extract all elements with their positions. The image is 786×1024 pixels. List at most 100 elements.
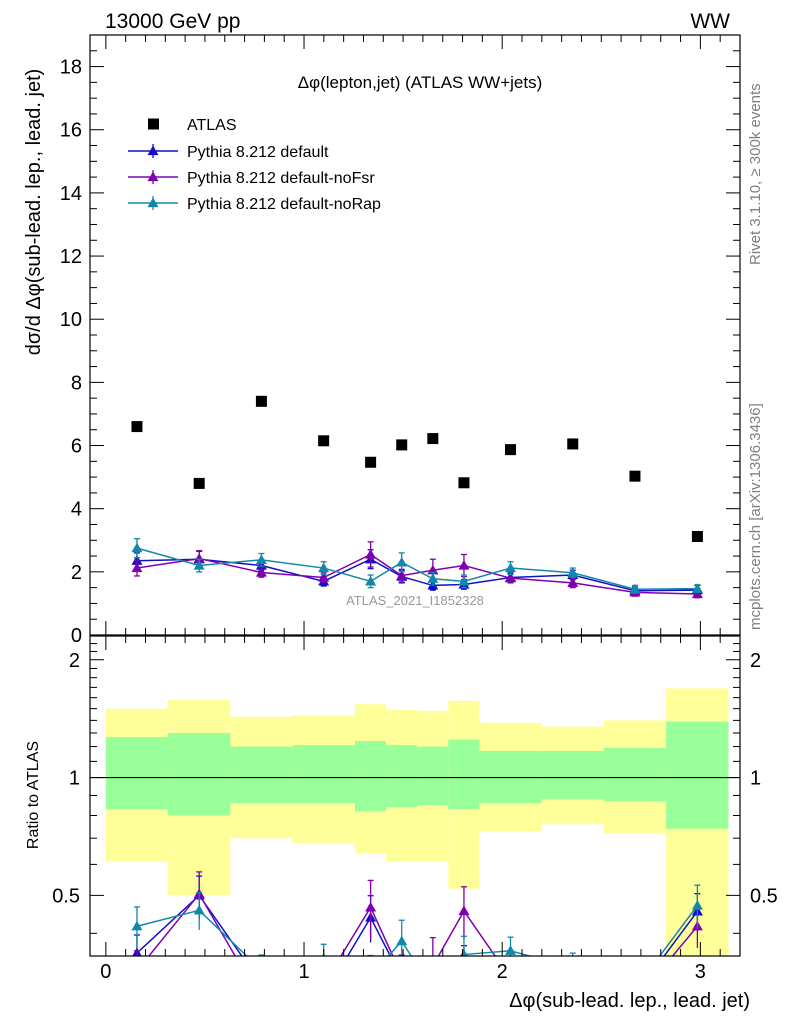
uncertainty-band-inner bbox=[168, 732, 231, 816]
uncertainty-band-inner bbox=[541, 750, 604, 800]
y-tick-label: 10 bbox=[60, 309, 82, 331]
series-marker bbox=[396, 570, 408, 580]
main-y-axis-label: dσ/d Δφ(sub-lead. lep., lead. jet) bbox=[23, 69, 45, 356]
y-tick-label: 0 bbox=[71, 625, 82, 647]
uncertainty-band-inner bbox=[448, 739, 480, 810]
uncertainty-band-inner bbox=[354, 741, 387, 812]
ratio-marker bbox=[318, 991, 329, 1001]
atlas-data-point bbox=[193, 477, 205, 489]
ratio-plot-content bbox=[90, 688, 740, 1016]
y-tick-label: 4 bbox=[71, 499, 82, 521]
legend-label: Pythia 8.212 default-noFsr bbox=[187, 170, 375, 187]
atlas-data-point bbox=[458, 477, 470, 489]
series-3 bbox=[131, 538, 703, 594]
legend-marker bbox=[147, 145, 159, 156]
uncertainty-band-inner bbox=[603, 748, 667, 802]
ratio-marker bbox=[256, 978, 267, 988]
legend-marker-atlas bbox=[148, 118, 159, 130]
ratio-series-line bbox=[136, 905, 698, 956]
uncertainty-band-inner bbox=[292, 745, 355, 804]
series-marker bbox=[458, 575, 470, 586]
y-tick-label: 18 bbox=[60, 57, 82, 79]
ratio-marker bbox=[691, 900, 703, 910]
series-marker bbox=[691, 588, 703, 599]
atlas-data-point bbox=[427, 433, 439, 445]
ratio-marker bbox=[567, 963, 578, 973]
series-line bbox=[136, 558, 698, 592]
series-marker bbox=[318, 562, 330, 573]
main-title: Δφ(lepton,jet) (ATLAS WW+jets) bbox=[298, 73, 543, 92]
ratio-marker bbox=[396, 973, 407, 983]
y-tick-label: 8 bbox=[71, 372, 82, 394]
series-marker bbox=[365, 548, 377, 559]
series-marker bbox=[505, 572, 517, 583]
legend-label: Pythia 8.212 default bbox=[187, 144, 329, 161]
main-panel: ATLAS_2021_I1852328 Δφ(lepton,jet) (ATLA… bbox=[23, 34, 741, 647]
ratio-marker bbox=[567, 969, 578, 979]
ratio-marker bbox=[427, 961, 438, 971]
ratio-marker bbox=[256, 996, 267, 1006]
atlas-data-point bbox=[318, 435, 330, 447]
y-tick-label: 2 bbox=[71, 562, 82, 584]
energy-label: 13000 GeV pp bbox=[105, 10, 240, 33]
uncertainty-band-inner bbox=[386, 745, 418, 808]
ratio-y-axis-label: Ratio to ATLAS bbox=[25, 741, 42, 849]
legend-marker bbox=[147, 171, 159, 182]
ratio-axes: 0.5 0.5 1 1 2 2 0 1 2 3 bbox=[52, 636, 778, 983]
ratio-marker bbox=[131, 965, 142, 975]
ratio-y-tick-label-right: 1 bbox=[750, 768, 761, 790]
ratio-series-line bbox=[147, 892, 698, 956]
main-frame bbox=[89, 34, 741, 636]
uncertainty-band-inner bbox=[417, 746, 449, 806]
ratio-marker bbox=[458, 959, 469, 969]
atlas-data-point bbox=[691, 530, 703, 542]
ratio-marker bbox=[396, 935, 408, 946]
series-marker bbox=[629, 583, 641, 594]
series-marker bbox=[131, 542, 143, 553]
ratio-marker bbox=[256, 965, 267, 975]
x-tick-label: 2 bbox=[497, 961, 508, 983]
legend-label: ATLAS bbox=[187, 117, 237, 134]
main-axes: 0 2 4 6 8 10 12 14 16 18 bbox=[60, 34, 740, 647]
ratio-marker bbox=[427, 985, 438, 995]
x-axis-label: Δφ(sub-lead. lep., lead. jet) bbox=[509, 990, 750, 1012]
atlas-data-point bbox=[505, 444, 517, 456]
mcplots-label: mcplots.cern.ch [arXiv:1306.3436] bbox=[747, 403, 764, 630]
series-marker bbox=[193, 560, 205, 570]
x-tick-label: 1 bbox=[298, 961, 309, 983]
ratio-panel: Ratio to ATLAS 0.5 0.5 1 1 2 2 0 1 2 3 Δφ(sub-lea… bbox=[25, 635, 778, 1016]
y-tick-label: 16 bbox=[60, 120, 82, 142]
legend: ATLAS Pythia 8.212 default Pythia 8.212 de… bbox=[128, 117, 381, 213]
ratio-marker bbox=[427, 1006, 438, 1016]
x-tick-label: 0 bbox=[100, 961, 111, 983]
y-tick-label: 12 bbox=[60, 246, 82, 268]
series-marker bbox=[193, 553, 205, 563]
series-marker bbox=[567, 577, 579, 588]
series-marker bbox=[567, 567, 579, 577]
series-marker bbox=[255, 554, 267, 564]
ratio-y-tick-label-right: 0.5 bbox=[750, 885, 778, 907]
ratio-marker bbox=[505, 945, 517, 955]
ratio-frame bbox=[89, 635, 741, 957]
x-tick-label: 3 bbox=[695, 961, 706, 983]
ratio-marker bbox=[459, 949, 468, 956]
series-marker bbox=[691, 583, 703, 593]
y-tick-label: 6 bbox=[71, 436, 82, 458]
ratio-y-tick-label: 0.5 bbox=[52, 885, 80, 907]
process-label: WW bbox=[690, 10, 730, 33]
ratio-y-tick-label: 2 bbox=[69, 650, 80, 672]
uncertainty-band-inner bbox=[230, 746, 293, 804]
series-marker bbox=[505, 562, 517, 573]
series-marker bbox=[131, 562, 143, 573]
uncertainty-band-inner bbox=[105, 736, 169, 810]
series-line bbox=[136, 553, 698, 595]
atlas-data-point bbox=[131, 421, 143, 433]
ratio-marker bbox=[131, 920, 143, 931]
ratio-marker bbox=[365, 901, 377, 912]
ratio-marker bbox=[318, 979, 329, 989]
ratio-marker bbox=[396, 970, 407, 980]
ratio-y-tick-label: 1 bbox=[69, 768, 80, 790]
ratio-marker bbox=[365, 971, 376, 981]
uncertainty-band-inner bbox=[666, 721, 729, 829]
